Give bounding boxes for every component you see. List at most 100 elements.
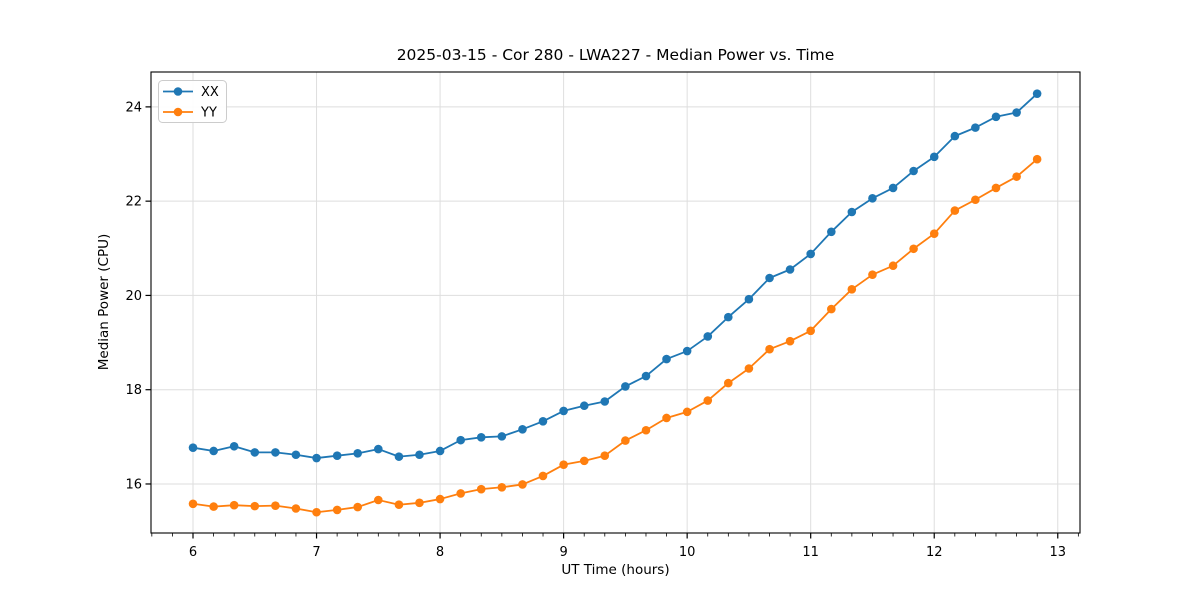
series-yy-marker <box>744 364 754 373</box>
series-yy-marker <box>929 229 939 238</box>
series-yy-marker <box>250 501 260 511</box>
series-xx-marker <box>374 444 383 454</box>
series-yy-marker <box>209 502 218 511</box>
series-yy-marker <box>662 413 671 423</box>
series-xx-marker <box>332 451 342 460</box>
series-xx-marker <box>271 448 280 457</box>
series-yy-marker <box>579 456 589 466</box>
x-tick-label: 8 <box>436 545 444 560</box>
series-xx-marker <box>929 152 939 162</box>
x-tick-label: 13 <box>1049 545 1066 560</box>
series-xx-marker <box>538 416 548 426</box>
series-xx-marker <box>497 432 507 441</box>
series-xx-marker <box>868 194 877 203</box>
series-xx-marker <box>682 346 692 356</box>
series-xx-marker <box>353 449 362 458</box>
series-xx-marker <box>744 294 754 304</box>
series-yy-marker <box>641 425 651 435</box>
series-xx-marker <box>723 312 733 322</box>
series-xx-marker <box>229 441 239 451</box>
series-yy-marker <box>888 261 898 271</box>
series-xx-marker <box>1032 89 1042 98</box>
series-xx-marker <box>806 249 815 259</box>
series-xx <box>188 89 1042 463</box>
y-tick-label: 22 <box>125 195 142 210</box>
series-yy-marker <box>456 489 466 498</box>
series-yy-marker <box>476 484 486 494</box>
series-yy-marker <box>332 505 342 515</box>
series-yy-marker <box>291 504 301 513</box>
legend-sample-marker <box>173 107 183 117</box>
series-yy <box>188 154 1042 517</box>
series-xx-marker <box>435 446 445 456</box>
series-yy-marker <box>415 498 424 508</box>
series-yy-marker <box>600 451 610 460</box>
series-xx-marker <box>518 424 527 434</box>
series-yy-marker <box>991 183 1001 193</box>
series-xx-marker <box>559 406 568 416</box>
chart-title: 2025-03-15 - Cor 280 - LWA227 - Median P… <box>396 46 835 64</box>
series-yy-marker <box>847 285 857 294</box>
series-xx-marker <box>785 265 795 274</box>
x-tick-label: 9 <box>559 545 567 560</box>
axis-ticks <box>145 106 1079 539</box>
series-yy-marker <box>682 407 692 417</box>
series-xx-marker <box>703 332 713 341</box>
y-tick-label: 16 <box>125 477 142 492</box>
series-yy-marker <box>394 500 404 510</box>
series-xx-marker <box>847 207 857 217</box>
series-yy-marker <box>621 436 630 445</box>
series-yy-marker <box>868 270 877 279</box>
series-xx-marker <box>456 435 466 445</box>
series-xx-marker <box>950 131 960 141</box>
series-xx-marker <box>209 446 218 456</box>
x-tick-label: 6 <box>189 545 197 560</box>
series-xx-marker <box>641 371 651 381</box>
y-tick-label: 24 <box>125 100 142 115</box>
series-xx-marker <box>250 448 260 457</box>
legend-sample-marker <box>173 87 183 96</box>
legend-label: YY <box>200 106 217 121</box>
series-yy-marker <box>703 396 713 405</box>
x-axis-label: UT Time (hours) <box>561 562 670 578</box>
series-yy-marker <box>785 336 795 346</box>
series-xx-marker <box>621 382 630 391</box>
series-xx-marker <box>888 183 898 193</box>
series-yy-marker <box>497 482 507 492</box>
series-xx-marker <box>765 273 774 283</box>
x-tick-label: 10 <box>679 545 696 560</box>
series-yy-marker <box>271 501 280 510</box>
series-xx-marker <box>827 227 836 237</box>
y-tick-label: 18 <box>125 383 142 398</box>
legend-label: XX <box>201 85 219 100</box>
series-yy-marker <box>518 480 527 489</box>
series-yy-marker <box>374 495 383 505</box>
legend: XX YY <box>158 80 227 123</box>
series-yy-marker <box>312 507 321 517</box>
series-yy-marker <box>1032 154 1042 164</box>
series-yy-marker <box>765 344 774 354</box>
grid <box>151 72 1080 533</box>
plot-frame <box>150 71 1081 534</box>
series-xx-marker <box>394 452 404 461</box>
tick-labels: 6 7 8 9 10 11 12 13 16 18 20 22 24 <box>125 100 1066 560</box>
series-yy-marker <box>950 206 960 215</box>
x-tick-label: 7 <box>312 545 320 560</box>
series-yy-marker <box>229 500 239 510</box>
series-xx-marker <box>991 112 1001 122</box>
series-xx-marker <box>579 401 589 411</box>
series-yy-marker <box>723 378 733 388</box>
series-xx-line <box>192 93 1038 459</box>
series-xx-marker <box>291 450 301 460</box>
series-yy-marker <box>1012 172 1021 181</box>
series-yy-marker <box>559 460 568 469</box>
series-xx-marker <box>662 354 671 364</box>
series-xx-marker <box>1012 108 1021 117</box>
series-xx-marker <box>909 166 918 176</box>
series-yy-marker <box>188 499 198 509</box>
series-xx-marker <box>476 433 486 442</box>
series-yy-marker <box>538 471 548 481</box>
series-yy-marker <box>806 326 815 336</box>
y-tick-label: 20 <box>125 289 142 304</box>
